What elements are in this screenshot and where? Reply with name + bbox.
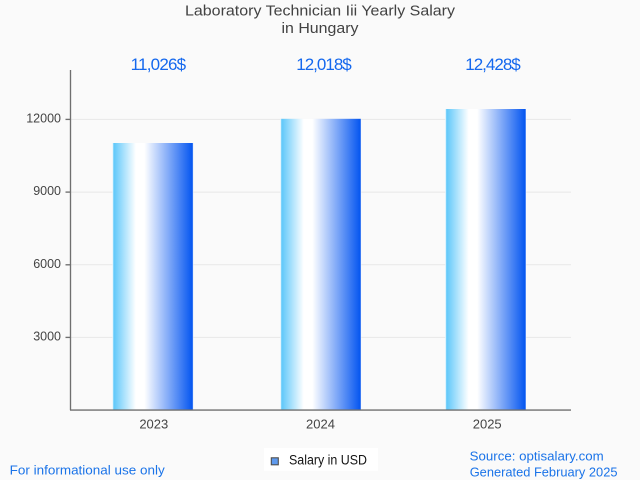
svg-text:2025: 2025 bbox=[473, 417, 502, 432]
svg-text:For informational use only: For informational use only bbox=[10, 463, 166, 478]
svg-text:in Hungary: in Hungary bbox=[282, 20, 360, 37]
svg-text:Source: optisalary.com: Source: optisalary.com bbox=[470, 448, 604, 463]
svg-text:Laboratory Technician Iii Year: Laboratory Technician Iii Yearly Salary bbox=[185, 3, 456, 20]
svg-text:3000: 3000 bbox=[33, 330, 61, 344]
svg-text:Salary in USD: Salary in USD bbox=[289, 453, 367, 468]
svg-text:12,428$: 12,428$ bbox=[465, 55, 521, 74]
svg-text:12,018$: 12,018$ bbox=[296, 55, 352, 74]
svg-text:11,026$: 11,026$ bbox=[131, 55, 187, 74]
svg-text:9000: 9000 bbox=[33, 184, 61, 198]
svg-text:2023: 2023 bbox=[139, 417, 168, 432]
svg-text:2024: 2024 bbox=[306, 417, 335, 432]
svg-text:Generated February 2025: Generated February 2025 bbox=[470, 464, 618, 479]
svg-text:12000: 12000 bbox=[26, 112, 61, 126]
svg-text:6000: 6000 bbox=[33, 257, 61, 271]
